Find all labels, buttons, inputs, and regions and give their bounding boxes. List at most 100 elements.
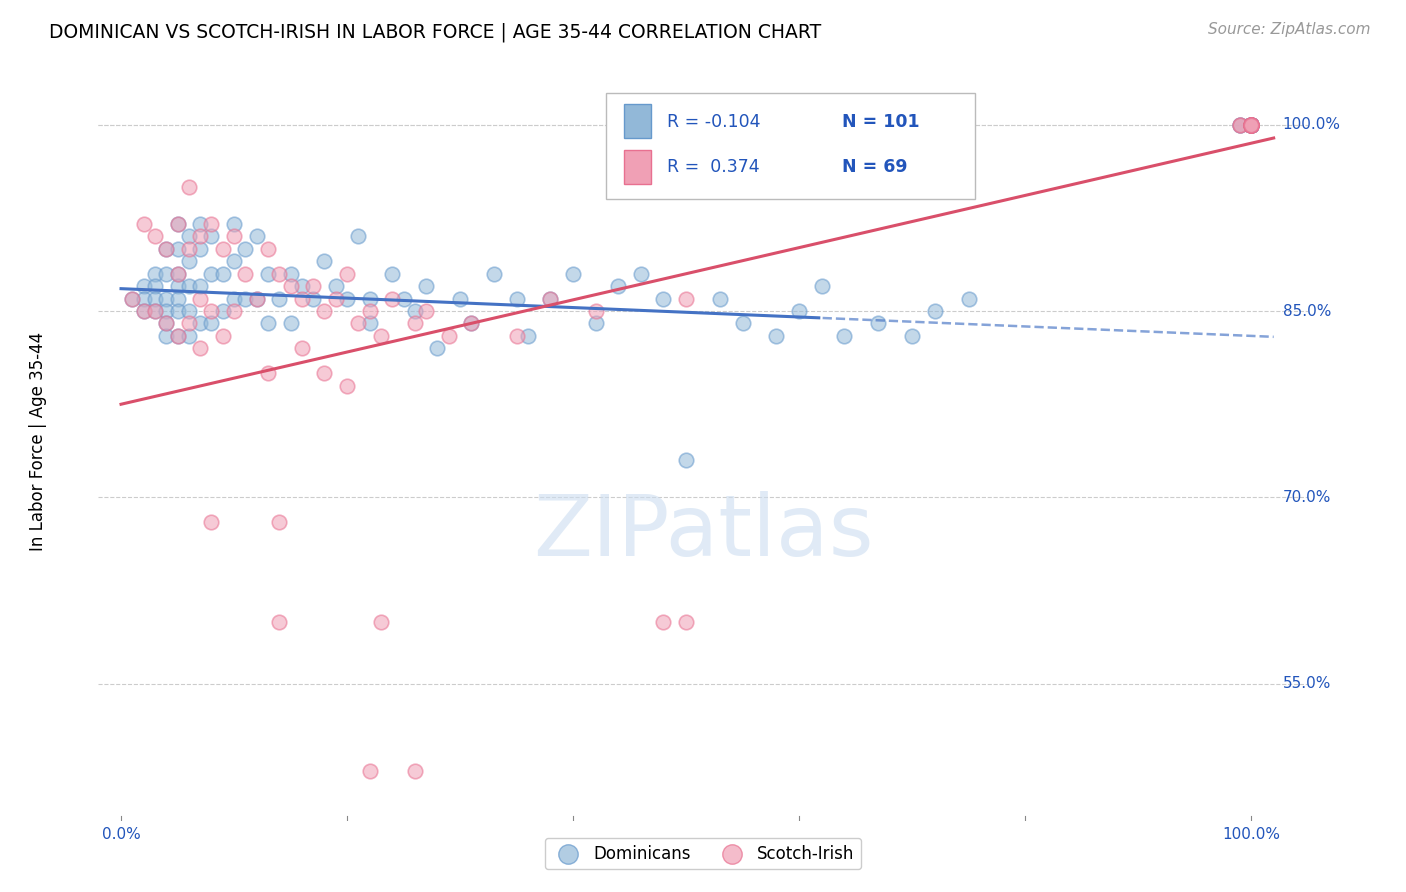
Legend: Dominicans, Scotch-Irish: Dominicans, Scotch-Irish xyxy=(544,838,862,869)
Point xyxy=(188,229,211,244)
Point xyxy=(302,279,325,293)
Text: R = -0.104: R = -0.104 xyxy=(666,112,761,130)
Point xyxy=(166,279,188,293)
Point xyxy=(132,304,155,318)
Point xyxy=(1240,118,1263,132)
Point xyxy=(143,279,166,293)
Point xyxy=(370,329,392,343)
Point xyxy=(280,279,302,293)
Point xyxy=(257,317,280,331)
Point xyxy=(1240,118,1263,132)
Text: 55.0%: 55.0% xyxy=(1282,676,1331,691)
FancyBboxPatch shape xyxy=(624,104,651,138)
Point xyxy=(155,317,177,331)
Point xyxy=(269,267,291,281)
Point xyxy=(166,217,188,231)
Point xyxy=(200,304,222,318)
Point xyxy=(765,329,787,343)
Point xyxy=(177,329,200,343)
Point xyxy=(1240,118,1263,132)
Point xyxy=(280,267,302,281)
Point xyxy=(370,615,392,629)
Point xyxy=(1229,118,1251,132)
Point xyxy=(188,217,211,231)
Point xyxy=(1240,118,1263,132)
Point xyxy=(257,242,280,256)
Point xyxy=(404,317,426,331)
Point xyxy=(188,341,211,355)
Point xyxy=(1240,118,1263,132)
Point xyxy=(257,366,280,380)
Point xyxy=(1229,118,1251,132)
Point xyxy=(731,317,754,331)
Point xyxy=(246,229,269,244)
Point xyxy=(143,267,166,281)
Point xyxy=(1240,118,1263,132)
Point xyxy=(1240,118,1263,132)
Point xyxy=(709,292,731,306)
Point xyxy=(280,317,302,331)
Point xyxy=(1240,118,1263,132)
Point xyxy=(957,292,980,306)
Point xyxy=(132,304,155,318)
Point xyxy=(132,292,155,306)
Point xyxy=(336,267,359,281)
Point xyxy=(211,329,233,343)
Point xyxy=(222,292,245,306)
Point xyxy=(675,292,697,306)
FancyBboxPatch shape xyxy=(606,93,976,199)
Point xyxy=(1240,118,1263,132)
Point xyxy=(143,304,166,318)
Point xyxy=(1240,118,1263,132)
Point xyxy=(787,304,810,318)
Point xyxy=(246,292,269,306)
Point xyxy=(211,242,233,256)
Point xyxy=(538,292,561,306)
Point xyxy=(188,242,211,256)
FancyBboxPatch shape xyxy=(624,150,651,184)
Point xyxy=(336,292,359,306)
Point xyxy=(381,292,404,306)
Point xyxy=(200,229,222,244)
Point xyxy=(1240,118,1263,132)
Point xyxy=(314,366,336,380)
Point xyxy=(143,304,166,318)
Point xyxy=(233,292,256,306)
Point xyxy=(269,516,291,530)
Point xyxy=(404,304,426,318)
Point xyxy=(155,304,177,318)
Point xyxy=(1240,118,1263,132)
Point xyxy=(652,615,675,629)
Point xyxy=(868,317,890,331)
Point xyxy=(1240,118,1263,132)
Point xyxy=(177,304,200,318)
Point xyxy=(314,304,336,318)
Point xyxy=(188,317,211,331)
Point xyxy=(325,279,347,293)
Point xyxy=(155,242,177,256)
Point xyxy=(222,254,245,268)
Point xyxy=(222,217,245,231)
Point xyxy=(437,329,460,343)
Point xyxy=(200,217,222,231)
Text: 70.0%: 70.0% xyxy=(1282,490,1331,505)
Point xyxy=(359,317,381,331)
Point xyxy=(1240,118,1263,132)
Text: In Labor Force | Age 35-44: In Labor Force | Age 35-44 xyxy=(30,332,46,551)
Point xyxy=(460,317,482,331)
Point xyxy=(1240,118,1263,132)
Point xyxy=(121,292,143,306)
Point xyxy=(1229,118,1251,132)
Text: 100.0%: 100.0% xyxy=(1282,117,1341,132)
Point xyxy=(291,341,314,355)
Point xyxy=(325,292,347,306)
Point xyxy=(585,304,607,318)
Point xyxy=(166,329,188,343)
Point xyxy=(359,304,381,318)
Point xyxy=(675,615,697,629)
Point xyxy=(359,764,381,778)
Point xyxy=(1240,118,1263,132)
Point xyxy=(166,242,188,256)
Point xyxy=(200,516,222,530)
Point xyxy=(415,279,437,293)
